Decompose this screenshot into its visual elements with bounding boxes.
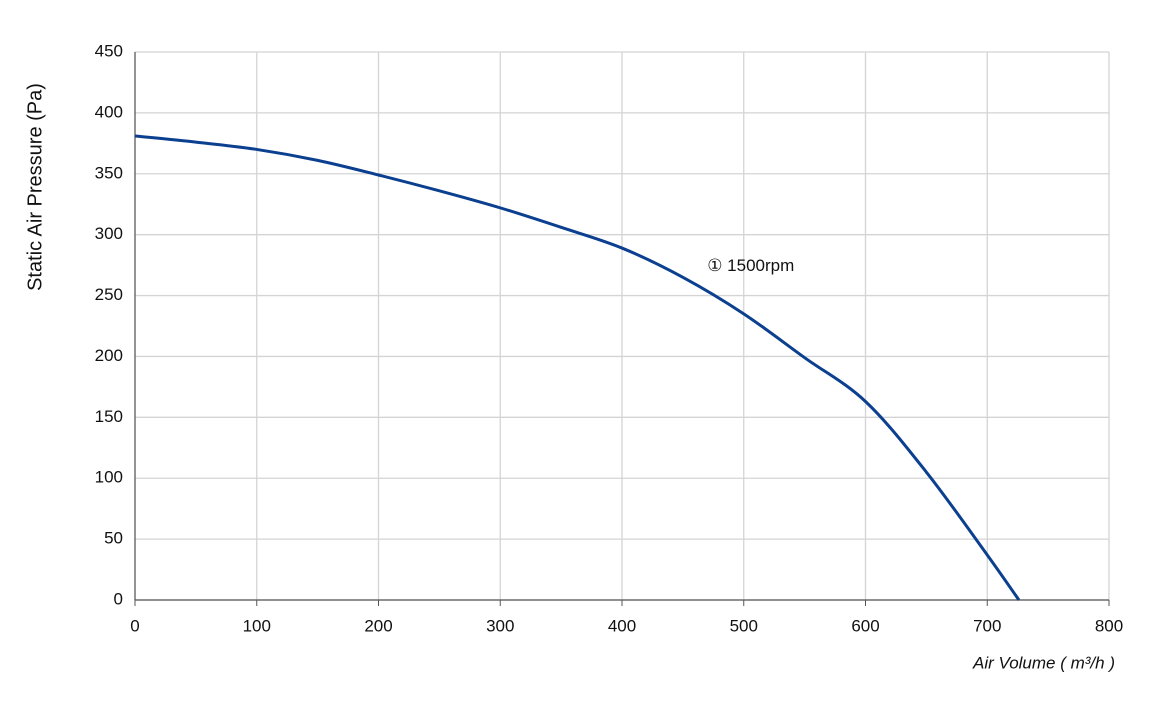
x-tick-label: 800	[1095, 616, 1123, 635]
y-tick-label: 200	[95, 346, 123, 365]
x-axis-label: Air Volume ( m³/h )	[972, 653, 1115, 672]
y-tick-label: 50	[104, 529, 123, 548]
y-tick-label: 250	[95, 285, 123, 304]
y-tick-label: 150	[95, 407, 123, 426]
y-tick-label: 300	[95, 224, 123, 243]
y-tick-label: 400	[95, 102, 123, 121]
x-tick-label: 600	[851, 616, 879, 635]
y-axis-label: Static Air Pressure (Pa)	[24, 83, 46, 291]
x-tick-label: 0	[130, 616, 139, 635]
annotation: ① 1500rpm	[707, 256, 794, 275]
y-tick-label: 100	[95, 468, 123, 487]
x-tick-label: 200	[364, 616, 392, 635]
y-tick-label: 450	[95, 41, 123, 60]
x-tick-label: 700	[973, 616, 1001, 635]
y-tick-label: 350	[95, 163, 123, 182]
x-tick-label: 300	[486, 616, 514, 635]
curve	[134, 134, 1021, 601]
x-tick-label: 400	[608, 616, 636, 635]
y-tick-label: 0	[114, 589, 123, 608]
x-tick-label: 100	[243, 616, 271, 635]
x-tick-label: 500	[730, 616, 758, 635]
